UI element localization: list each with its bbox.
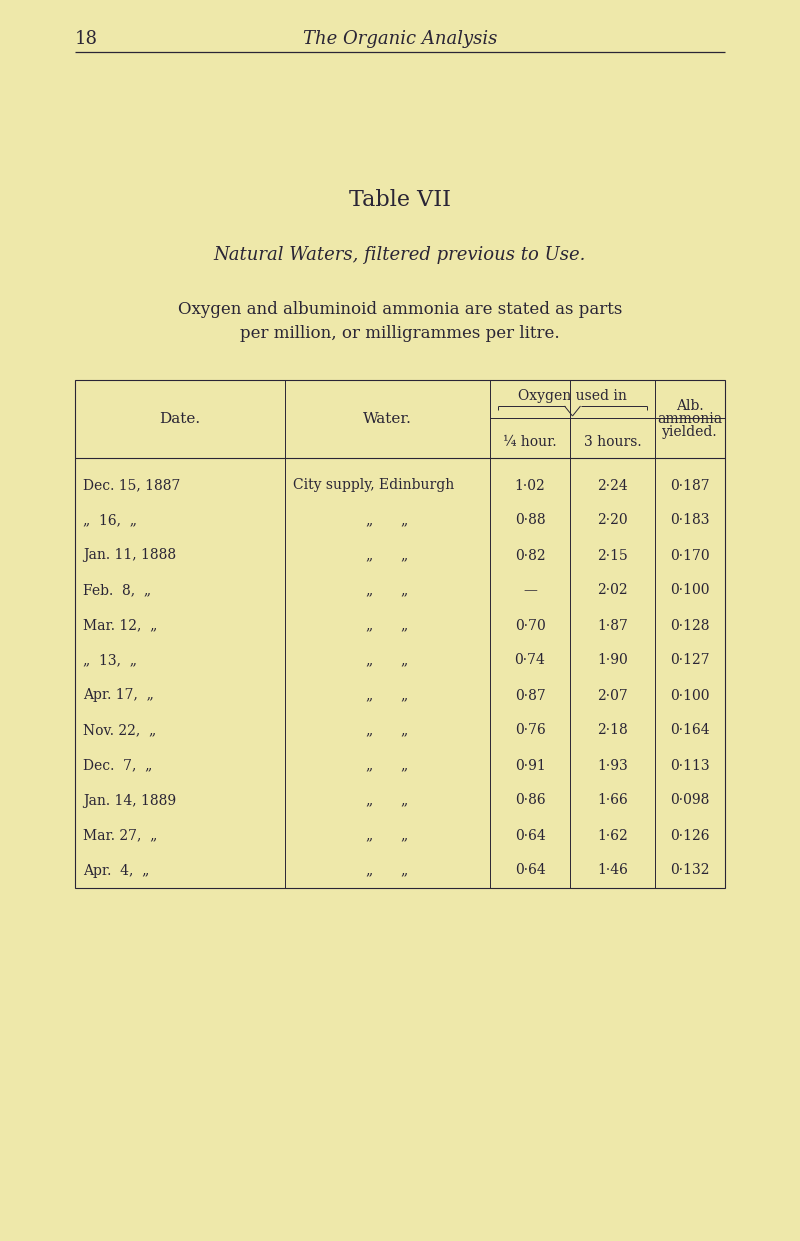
Text: 0·64: 0·64 bbox=[514, 829, 546, 843]
Text: 0·74: 0·74 bbox=[514, 654, 546, 668]
Text: Water.: Water. bbox=[363, 412, 412, 426]
Text: 1·90: 1·90 bbox=[597, 654, 628, 668]
Text: „  „: „ „ bbox=[366, 689, 409, 702]
Text: 2·18: 2·18 bbox=[597, 724, 628, 737]
Text: 1·02: 1·02 bbox=[514, 479, 546, 493]
Text: 18: 18 bbox=[75, 30, 98, 48]
Text: 1·66: 1·66 bbox=[597, 793, 628, 808]
Text: 0·128: 0·128 bbox=[670, 618, 710, 633]
Text: The Organic Analysis: The Organic Analysis bbox=[303, 30, 497, 48]
Text: Alb.: Alb. bbox=[676, 400, 704, 413]
Text: „  „: „ „ bbox=[366, 793, 409, 808]
Text: 0·91: 0·91 bbox=[514, 758, 546, 772]
Text: per million, or milligrammes per litre.: per million, or milligrammes per litre. bbox=[240, 324, 560, 341]
Text: 1·93: 1·93 bbox=[597, 758, 628, 772]
Text: Feb.  8,  „: Feb. 8, „ bbox=[83, 583, 151, 597]
Text: Natural Waters, filtered previous to Use.: Natural Waters, filtered previous to Use… bbox=[214, 246, 586, 264]
Text: 0·113: 0·113 bbox=[670, 758, 710, 772]
Text: 0·098: 0·098 bbox=[670, 793, 710, 808]
Text: 0·82: 0·82 bbox=[514, 549, 546, 562]
Text: 2·02: 2·02 bbox=[597, 583, 628, 597]
Text: 0·126: 0·126 bbox=[670, 829, 710, 843]
Text: Jan. 14, 1889: Jan. 14, 1889 bbox=[83, 793, 176, 808]
Text: Apr.  4,  „: Apr. 4, „ bbox=[83, 864, 150, 877]
Text: 0·132: 0·132 bbox=[670, 864, 710, 877]
Text: 0·127: 0·127 bbox=[670, 654, 710, 668]
Text: 0·76: 0·76 bbox=[514, 724, 546, 737]
Text: 0·86: 0·86 bbox=[514, 793, 546, 808]
Text: „  16,  „: „ 16, „ bbox=[83, 514, 137, 527]
Text: „  „: „ „ bbox=[366, 724, 409, 737]
Text: „  13,  „: „ 13, „ bbox=[83, 654, 137, 668]
Text: Dec.  7,  „: Dec. 7, „ bbox=[83, 758, 152, 772]
Text: 2·24: 2·24 bbox=[597, 479, 628, 493]
Text: „  „: „ „ bbox=[366, 583, 409, 597]
Text: 3 hours.: 3 hours. bbox=[584, 436, 642, 449]
Text: 0·164: 0·164 bbox=[670, 724, 710, 737]
Text: Nov. 22,  „: Nov. 22, „ bbox=[83, 724, 156, 737]
Text: 0·100: 0·100 bbox=[670, 583, 710, 597]
Text: ammonia: ammonia bbox=[658, 412, 722, 426]
Text: 1·87: 1·87 bbox=[597, 618, 628, 633]
Text: Oxygen and albuminoid ammonia are stated as parts: Oxygen and albuminoid ammonia are stated… bbox=[178, 302, 622, 319]
Text: 0·70: 0·70 bbox=[514, 618, 546, 633]
Text: Oxygen used in: Oxygen used in bbox=[518, 388, 627, 403]
Text: 0·183: 0·183 bbox=[670, 514, 710, 527]
Text: —: — bbox=[523, 583, 537, 597]
Text: 0·187: 0·187 bbox=[670, 479, 710, 493]
Text: 2·15: 2·15 bbox=[597, 549, 628, 562]
Text: „  „: „ „ bbox=[366, 864, 409, 877]
Text: Mar. 12,  „: Mar. 12, „ bbox=[83, 618, 158, 633]
Text: „  „: „ „ bbox=[366, 829, 409, 843]
Text: 1·46: 1·46 bbox=[597, 864, 628, 877]
Text: 0·100: 0·100 bbox=[670, 689, 710, 702]
Text: 2·20: 2·20 bbox=[597, 514, 628, 527]
Text: Dec. 15, 1887: Dec. 15, 1887 bbox=[83, 479, 180, 493]
Text: 2·07: 2·07 bbox=[597, 689, 628, 702]
Text: 0·87: 0·87 bbox=[514, 689, 546, 702]
Text: 1·62: 1·62 bbox=[597, 829, 628, 843]
Text: „  „: „ „ bbox=[366, 514, 409, 527]
Bar bbox=[75, 380, 725, 889]
Text: 0·64: 0·64 bbox=[514, 864, 546, 877]
Text: City supply, Edinburgh: City supply, Edinburgh bbox=[293, 479, 454, 493]
Text: 0·170: 0·170 bbox=[670, 549, 710, 562]
Text: 0·88: 0·88 bbox=[514, 514, 546, 527]
Text: Table VII: Table VII bbox=[349, 189, 451, 211]
Text: Jan. 11, 1888: Jan. 11, 1888 bbox=[83, 549, 176, 562]
Text: yielded.: yielded. bbox=[662, 424, 718, 439]
Text: „  „: „ „ bbox=[366, 758, 409, 772]
Text: Date.: Date. bbox=[159, 412, 201, 426]
Text: Mar. 27,  „: Mar. 27, „ bbox=[83, 829, 158, 843]
Text: Apr. 17,  „: Apr. 17, „ bbox=[83, 689, 154, 702]
Text: „  „: „ „ bbox=[366, 654, 409, 668]
Text: ¼ hour.: ¼ hour. bbox=[503, 436, 557, 449]
Text: „  „: „ „ bbox=[366, 618, 409, 633]
Text: „  „: „ „ bbox=[366, 549, 409, 562]
